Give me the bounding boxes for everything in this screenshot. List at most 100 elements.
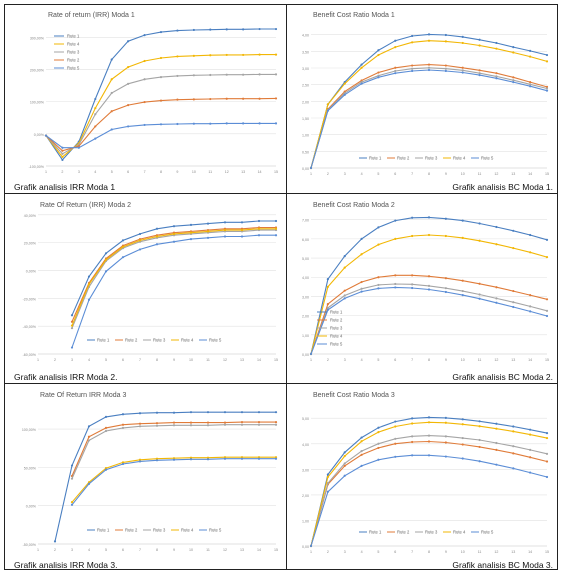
data-point [274,219,278,223]
data-point [172,232,176,236]
data-point [61,146,64,149]
data-point [155,227,159,230]
data-point [121,413,125,416]
data-point [360,453,363,456]
x-tick-label: 1 [45,170,47,174]
data-point [360,436,363,439]
data-point [274,227,278,230]
y-tick-label: 4,00 [302,443,309,447]
x-tick-label: 10 [192,170,196,174]
data-point [529,83,532,86]
data-point [512,467,515,470]
data-point [87,283,91,286]
y-tick-label: -60,00% [23,353,37,357]
legend-label: Rute 4 [181,528,194,533]
data-point [461,457,464,460]
data-point [377,426,380,429]
legend-label: Rute 4 [181,338,194,343]
data-point [159,123,163,126]
y-tick-label: 3,00 [302,468,309,472]
data-point [121,426,125,429]
data-point [70,464,74,467]
series-line-1 [54,411,276,542]
data-point [155,424,159,427]
data-point [411,435,414,438]
data-point [444,64,447,67]
y-tick-label: -20,00% [23,297,37,301]
data-point [411,283,414,286]
data-point [495,448,498,451]
data-point [61,155,64,158]
x-tick-label: 7 [139,548,141,552]
x-tick-label: 13 [240,548,244,552]
data-point [172,225,176,228]
data-point [257,421,261,424]
data-point [70,320,74,323]
data-point [411,286,414,290]
data-point [172,424,176,427]
legend-label: Rute 2 [125,338,138,343]
data-point [529,456,532,459]
y-tick-label: 50,00% [24,466,37,470]
data-point [444,234,447,238]
data-point [377,442,380,445]
data-point [478,445,481,449]
x-tick-label: 13 [511,358,515,362]
data-point [309,166,313,170]
data-point [411,41,414,44]
data-point [87,425,91,428]
data-point [61,158,64,162]
data-point [529,310,532,313]
data-point [394,282,397,286]
data-point [495,243,498,246]
legend-label: Rute 1 [369,530,382,535]
data-point [512,76,515,79]
data-point [377,71,380,74]
data-point [343,294,346,297]
legend-label: Rute 2 [330,318,343,323]
data-point [274,457,278,460]
data-point [240,228,244,232]
x-tick-label: 8 [428,358,430,362]
x-tick-label: 12 [225,170,229,174]
data-point [143,123,146,127]
data-point [70,477,74,480]
data-point [326,109,329,112]
data-point [223,221,227,224]
data-point [512,452,515,455]
x-tick-label: 9 [173,548,175,552]
data-point [394,66,397,69]
data-point [143,34,146,37]
data-point [444,441,447,444]
legend-label: Rute 1 [67,34,80,39]
data-point [495,225,498,229]
y-tick-label: 0,00 [302,353,309,357]
caption-bc-moda-3: Grafik analisis BC Moda 3. [452,560,553,570]
y-tick-label: 4,00 [302,34,309,38]
data-point [461,35,464,39]
data-point [495,75,498,78]
data-point [127,104,130,107]
data-point [377,283,380,287]
y-tick-label: 3,50 [302,50,309,54]
data-point [360,280,363,284]
data-point [529,49,532,53]
chart-irr-moda-1: Rate of return (IRR) Moda 1 -100,00% 0,00%… [6,6,284,182]
data-point [225,97,228,100]
data-point [411,274,414,277]
data-point [495,463,498,466]
data-point [512,430,515,433]
legend-label: Rute 1 [97,528,110,533]
x-tick-label: 4 [88,548,90,552]
data-point [411,216,414,219]
data-point [326,490,329,493]
data-point [343,464,346,468]
x-tick-label: 10 [461,172,465,176]
data-point [176,98,179,101]
data-point [274,122,278,125]
data-point [87,435,91,438]
x-tick-label: 6 [122,548,124,552]
data-point [44,134,48,137]
data-point [127,40,130,43]
data-point [461,289,464,293]
